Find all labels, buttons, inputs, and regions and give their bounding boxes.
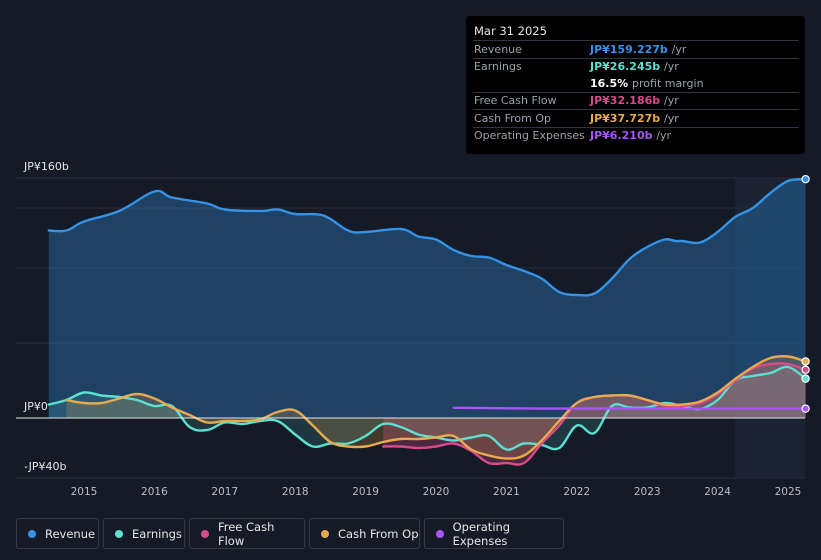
tooltip-divider xyxy=(473,40,799,41)
cash-from-op-end-point xyxy=(801,357,810,366)
x-tick-label: 2019 xyxy=(352,486,379,498)
tooltip-label-fcf: Free Cash Flow xyxy=(474,94,557,107)
legend-dot-icon xyxy=(436,529,444,538)
x-tick-label: 2016 xyxy=(141,486,168,498)
x-tick-label: 2018 xyxy=(282,486,309,498)
legend-label: Operating Expenses xyxy=(452,519,511,548)
operating-expenses-line xyxy=(452,406,807,410)
x-tick-label: 2025 xyxy=(775,486,802,498)
legend-label: Free Cash Flow xyxy=(217,519,275,548)
tooltip-label-earnings: Earnings xyxy=(474,60,522,73)
legend-label: Cash From Op xyxy=(338,526,419,541)
revenue-line xyxy=(47,178,807,297)
x-tick-label: 2023 xyxy=(634,486,661,498)
revenue-end-point xyxy=(801,174,810,184)
legend-label: Revenue xyxy=(45,526,96,541)
legend-dot-icon xyxy=(321,529,329,538)
revenue-area xyxy=(48,179,806,418)
tooltip-divider xyxy=(473,58,799,59)
series-end-markers xyxy=(801,174,810,413)
y-label-bottom: -JP¥40b xyxy=(24,460,66,473)
legend-cash-from-op[interactable]: Cash From Op xyxy=(309,518,420,549)
legend-dot-icon xyxy=(201,529,209,538)
tooltip-value-earnings: JP¥26.245b /yr xyxy=(590,60,679,73)
cash-from-op-area xyxy=(66,356,806,459)
free-cash-flow-area xyxy=(383,363,806,465)
x-tick-label: 2022 xyxy=(563,486,590,498)
tooltip-value-cfo: JP¥37.727b /yr xyxy=(590,112,679,125)
tooltip-divider xyxy=(473,109,799,110)
x-tick-label: 2020 xyxy=(423,486,450,498)
legend-revenue[interactable]: Revenue xyxy=(16,518,99,549)
cash-from-op-line xyxy=(65,355,807,460)
series-lines xyxy=(16,178,807,466)
tooltip-label-opex: Operating Expenses xyxy=(474,129,585,142)
tooltip-divider xyxy=(473,92,799,93)
tooltip-value-opex: JP¥6.210b /yr xyxy=(590,129,672,142)
forecast-shade xyxy=(735,178,805,478)
x-tick-label: 2021 xyxy=(493,486,520,498)
tooltip-panel: Mar 31 2025 Revenue JP¥159.227b /yr Earn… xyxy=(466,16,805,154)
tooltip-label-revenue: Revenue xyxy=(474,43,522,56)
chart-grid xyxy=(16,177,805,479)
tooltip-profit-margin: 16.5% profit margin xyxy=(590,77,704,90)
legend-earnings[interactable]: Earnings xyxy=(103,518,185,549)
tooltip-date: Mar 31 2025 xyxy=(474,24,547,38)
x-tick-label: 2017 xyxy=(211,486,238,498)
x-tick-label: 2015 xyxy=(71,486,98,498)
tooltip-divider xyxy=(473,127,799,128)
x-tick-label: 2024 xyxy=(704,486,731,498)
legend-operating-expenses[interactable]: Operating Expenses xyxy=(424,518,564,549)
tooltip-label-cfo: Cash From Op xyxy=(474,112,552,125)
series-areas xyxy=(48,179,806,465)
x-axis-ticks: 2015 2016 2017 2018 2019 2020 2021 2022 2023 2024… xyxy=(71,486,802,498)
legend-dot-icon xyxy=(115,529,123,538)
y-label-zero: JP¥0 xyxy=(23,400,48,413)
free-cash-flow-end-point xyxy=(801,365,810,374)
legend-dot-icon xyxy=(28,529,36,538)
tooltip-value-fcf: JP¥32.186b /yr xyxy=(590,94,679,107)
earnings-end-point xyxy=(801,374,810,383)
tooltip-value-revenue: JP¥159.227b /yr xyxy=(590,43,687,56)
legend-label: Earnings xyxy=(132,526,182,541)
legend-free-cash-flow[interactable]: Free Cash Flow xyxy=(189,518,305,549)
operating-expenses-end-point xyxy=(801,404,810,413)
y-label-top: JP¥160b xyxy=(23,160,69,173)
